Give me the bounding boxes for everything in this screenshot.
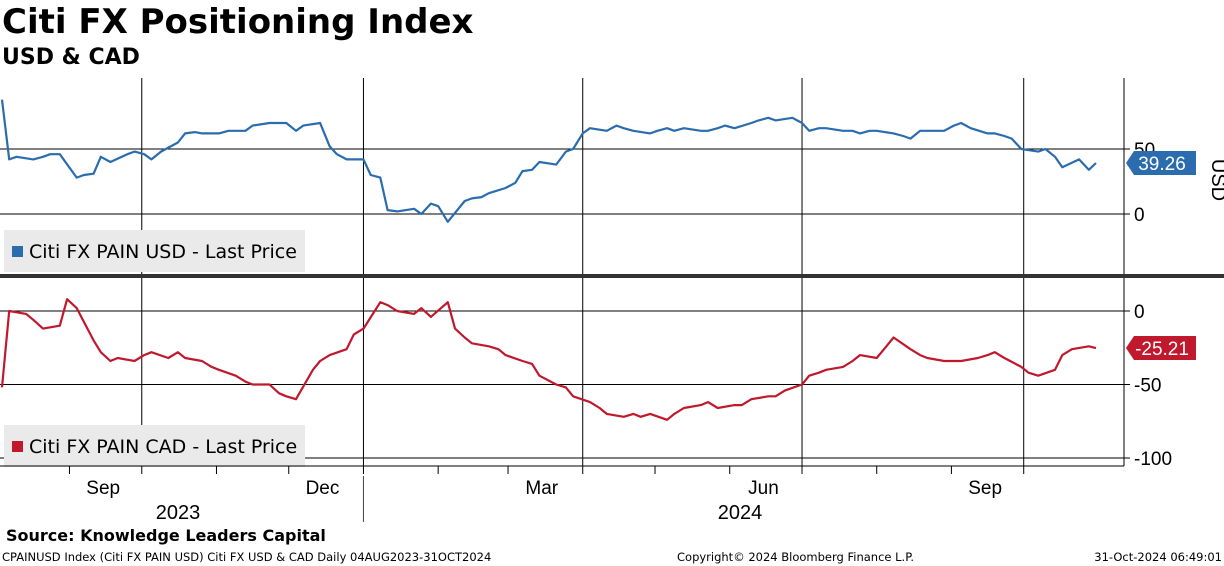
y-tick-label: 0: [1134, 205, 1145, 226]
usd-series-line: [0, 99, 1097, 223]
y-tick-label: -50: [1134, 376, 1161, 397]
source-note: Source: Knowledge Leaders Capital: [6, 526, 326, 545]
y-axis-label: USD: [1207, 159, 1224, 201]
footer-timestamp: 31-Oct-2024 06:49:01: [1094, 550, 1222, 564]
chart-subtitle: USD & CAD: [2, 45, 140, 70]
last-value-label: -25.21: [1135, 339, 1189, 360]
legend-swatch: [12, 441, 23, 452]
year-label: 2024: [718, 502, 763, 524]
year-label: 2023: [156, 502, 201, 524]
last-value-tag: [1126, 150, 1196, 175]
chart-title: Citi FX Positioning Index: [2, 2, 474, 42]
last-value-tag: [1126, 336, 1196, 361]
y-tick-label: -100: [1134, 449, 1172, 470]
x-tick-label: Jun: [748, 478, 779, 499]
footer-ticker: CPAINUSD Index (Citi FX PAIN USD) Citi F…: [2, 550, 492, 564]
legend-label: Citi FX PAIN CAD - Last Price: [29, 436, 297, 458]
x-tick-label: Dec: [306, 478, 340, 499]
legend-box: [4, 425, 305, 467]
last-value-label: 39.26: [1138, 154, 1186, 175]
footer-copyright: Copyright© 2024 Bloomberg Finance L.P.: [677, 550, 914, 564]
cad-series-line: [0, 298, 1097, 421]
x-tick-label: Sep: [968, 478, 1002, 499]
legend-swatch: [12, 246, 23, 257]
y-tick-label: 0: [1134, 302, 1145, 323]
legend-box: [4, 230, 305, 272]
legend-label: Citi FX PAIN USD - Last Price: [29, 241, 297, 263]
x-tick-label: Mar: [525, 478, 558, 499]
panel-divider: [0, 274, 1224, 278]
x-tick-label: Sep: [86, 478, 120, 499]
